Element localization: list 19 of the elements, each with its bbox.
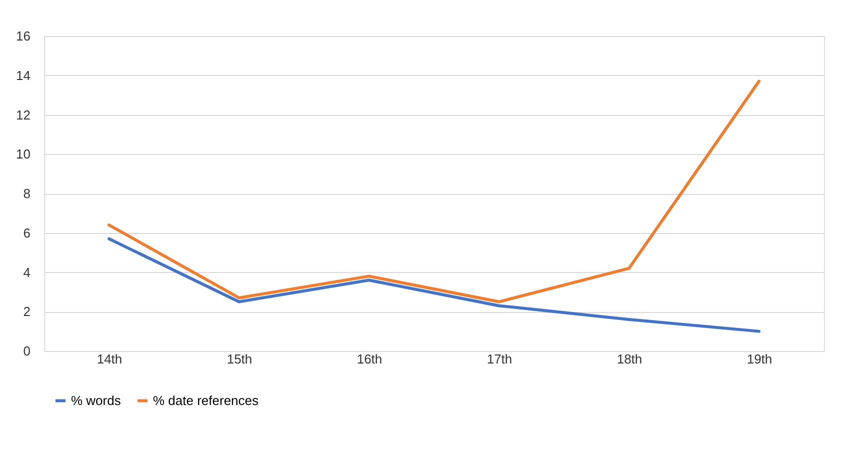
y-tick-label: 2 xyxy=(23,304,30,320)
x-tick-label: 16th xyxy=(356,352,382,366)
y-tick-label: 4 xyxy=(23,264,30,280)
y-tick-label: 14 xyxy=(16,68,30,83)
line-series xyxy=(108,80,760,304)
y-tick-label: 16 xyxy=(16,28,30,44)
x-tick-label: 18th xyxy=(616,352,642,366)
legend-label: % words xyxy=(71,392,122,408)
x-tick-label: 19th xyxy=(746,352,772,366)
x-tick-label: 15th xyxy=(226,352,252,366)
y-tick-label: 8 xyxy=(23,186,30,201)
y-tick-label: 10 xyxy=(16,146,30,162)
x-tick-label: 14th xyxy=(96,352,122,366)
y-tick-label: 12 xyxy=(16,107,30,122)
line-series xyxy=(108,237,760,333)
y-tick-label: 0 xyxy=(23,344,30,358)
legend-label: % date references xyxy=(153,392,260,408)
y-tick-label: 6 xyxy=(23,225,30,240)
x-tick-label: 17th xyxy=(486,352,512,366)
